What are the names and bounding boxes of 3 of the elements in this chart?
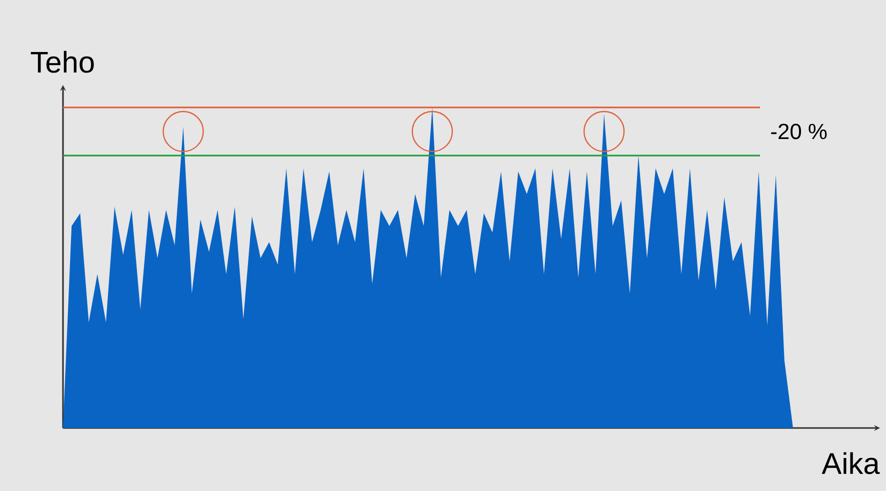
y-axis-title: Teho [30,50,94,73]
annotation: -20 % [771,124,827,140]
x-axis-title: Aika [822,452,880,474]
